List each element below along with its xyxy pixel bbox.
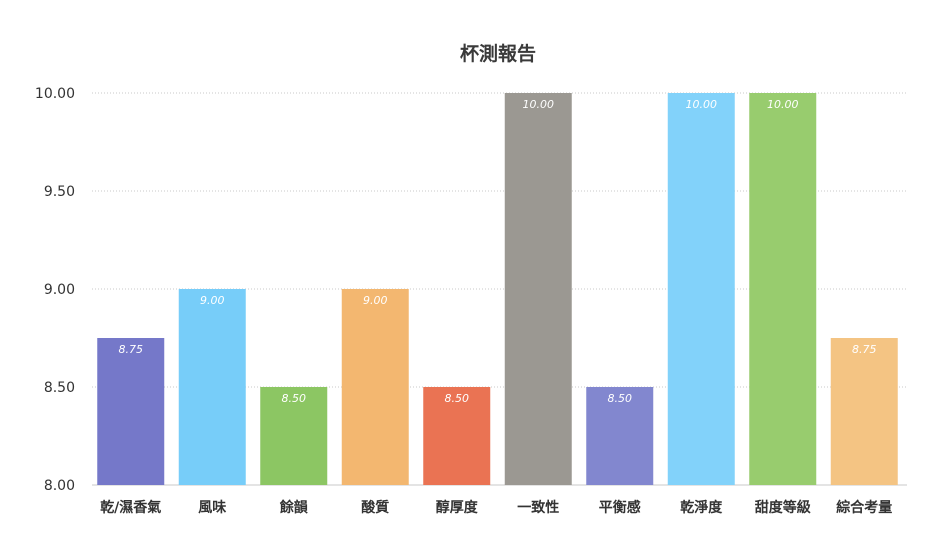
y-tick-label: 9.00 [44, 282, 75, 298]
bar [830, 338, 898, 485]
bar [260, 387, 328, 485]
bar-value-label: 9.00 [363, 294, 388, 307]
x-category-label: 平衡感 [599, 499, 641, 516]
x-category-label: 乾/濕香氣 [100, 499, 161, 516]
chart-title: 杯測報告 [460, 42, 536, 65]
bar [178, 289, 246, 485]
x-category-label: 一致性 [517, 499, 559, 516]
bar [97, 338, 165, 485]
x-category-label: 酸質 [361, 499, 389, 516]
bar [423, 387, 491, 485]
bar [341, 289, 409, 485]
bar [749, 93, 817, 485]
bars [97, 93, 898, 485]
bar-value-label: 8.50 [445, 392, 470, 405]
data-labels: 8.75 9.00 8.50 9.00 8.50 10.00 8.50 10.00 10.00 8… [119, 98, 877, 405]
bar [586, 387, 654, 485]
y-axis-ticks: 8.00 8.50 9.00 9.50 10.00 [35, 86, 75, 494]
x-category-label: 風味 [198, 500, 226, 516]
bar-value-label: 9.00 [200, 294, 225, 307]
y-tick-label: 10.00 [35, 86, 75, 102]
y-tick-label: 8.50 [44, 380, 75, 396]
bar-value-label: 8.75 [852, 343, 877, 356]
bar-value-label: 10.00 [767, 98, 799, 111]
x-category-label: 甜度等級 [755, 499, 811, 516]
bar [504, 93, 572, 485]
x-axis-categories: 乾/濕香氣 風味 餘韻 酸質 醇厚度 一致性 平衡感 乾淨度 甜度等級 綜合考量 [100, 499, 892, 516]
bar-value-label: 8.50 [282, 392, 307, 405]
bar [667, 93, 735, 485]
x-category-label: 綜合考量 [836, 499, 892, 516]
x-category-label: 醇厚度 [436, 499, 479, 516]
bar-value-label: 8.75 [119, 343, 144, 356]
bar-value-label: 8.50 [608, 392, 633, 405]
y-tick-label: 9.50 [44, 184, 75, 200]
bar-value-label: 10.00 [523, 98, 555, 111]
bar-value-label: 10.00 [686, 98, 718, 111]
x-category-label: 餘韻 [280, 499, 309, 516]
y-tick-label: 8.00 [44, 478, 75, 494]
x-category-label: 乾淨度 [680, 499, 723, 516]
